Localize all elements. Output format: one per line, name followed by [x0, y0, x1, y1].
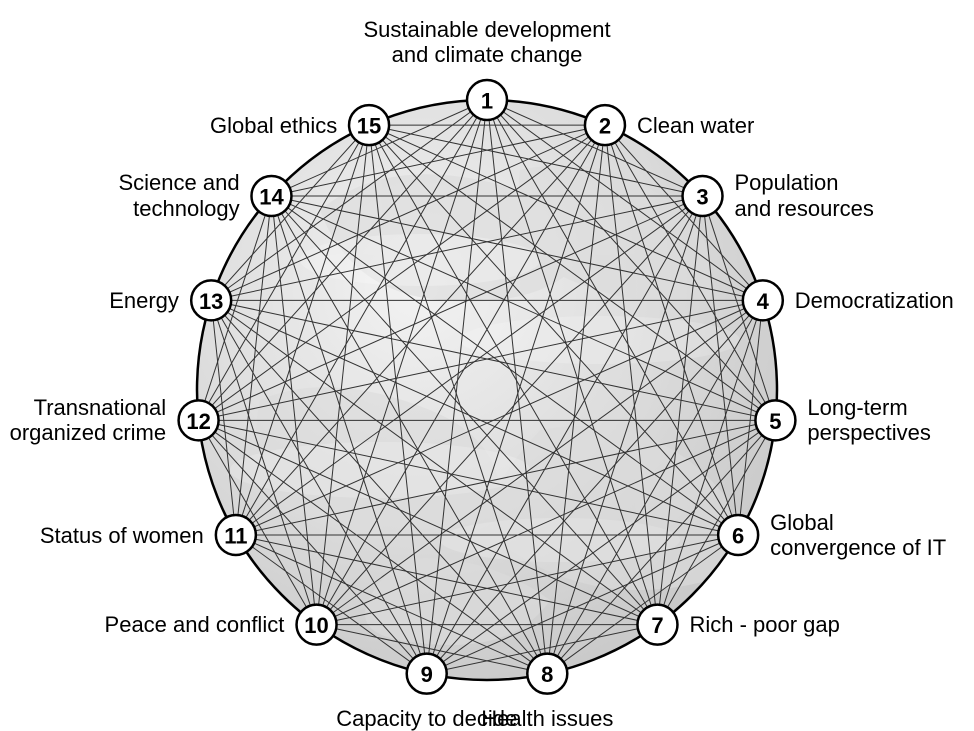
node-number: 2	[599, 114, 611, 139]
node-13: 13	[191, 280, 231, 320]
node-7: 7	[637, 605, 677, 645]
node-number: 5	[769, 409, 781, 434]
node-label-15: Global ethics	[210, 113, 337, 138]
node-label-3: Population and resources	[735, 170, 874, 221]
node-label-6: Global convergence of IT	[770, 510, 946, 561]
node-number: 14	[259, 184, 284, 209]
node-8: 8	[527, 654, 567, 694]
node-number: 15	[357, 114, 381, 139]
node-14: 14	[251, 176, 291, 216]
node-label-11: Status of women	[40, 523, 204, 548]
node-3: 3	[683, 176, 723, 216]
node-number: 8	[541, 662, 553, 687]
node-9: 9	[407, 654, 447, 694]
diagram-root: { "diagram": { "type": "network", "cente…	[0, 0, 974, 731]
node-number: 6	[732, 524, 744, 549]
node-label-10: Peace and conflict	[105, 612, 285, 637]
node-number: 7	[651, 613, 663, 638]
node-number: 11	[224, 524, 247, 549]
node-12: 12	[179, 400, 219, 440]
node-10: 10	[297, 605, 337, 645]
node-label-4: Democratization	[795, 288, 954, 313]
node-number: 1	[481, 89, 493, 114]
node-number: 12	[186, 409, 210, 434]
node-1: 1	[467, 80, 507, 120]
node-label-5: Long-term perspectives	[807, 395, 931, 446]
node-label-2: Clean water	[637, 113, 754, 138]
node-4: 4	[743, 280, 783, 320]
node-11: 11	[216, 515, 256, 555]
node-5: 5	[755, 400, 795, 440]
node-label-12: Transnational organized crime	[10, 395, 167, 446]
node-number: 10	[304, 613, 328, 638]
node-number: 13	[199, 289, 223, 314]
node-label-13: Energy	[109, 288, 179, 313]
node-label-1: Sustainable development and climate chan…	[364, 17, 611, 68]
node-number: 4	[757, 289, 770, 314]
node-label-14: Science and technology	[118, 170, 239, 221]
node-label-7: Rich - poor gap	[689, 612, 839, 637]
node-label-9: Capacity to decide	[336, 706, 517, 731]
node-6: 6	[718, 515, 758, 555]
node-15: 15	[349, 105, 389, 145]
node-number: 9	[421, 662, 433, 687]
node-number: 3	[696, 184, 708, 209]
node-2: 2	[585, 105, 625, 145]
